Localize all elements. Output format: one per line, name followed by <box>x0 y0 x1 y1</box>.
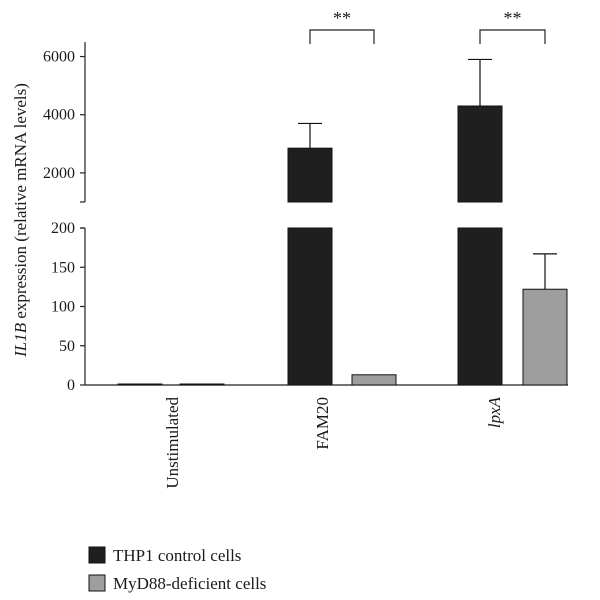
y-axis-label: IL1B expression (relative mRNA levels) <box>11 83 30 358</box>
category-label: lpxA <box>485 396 504 428</box>
y-tick-label: 50 <box>59 338 75 355</box>
y-tick-label: 100 <box>51 299 75 316</box>
significance-bracket <box>309 29 375 44</box>
y-axis-label-gene: IL1B <box>11 322 30 358</box>
axes: 0 50 100 150 200 2000 4000 6000 <box>43 42 568 394</box>
bar <box>287 227 333 386</box>
legend-label: THP1 control cells <box>113 546 241 565</box>
category-label: Unstimulated <box>163 397 182 489</box>
significance-annotations: ** ** <box>309 8 546 44</box>
bar <box>522 288 568 386</box>
bar <box>179 383 225 386</box>
legend-label: MyD88-deficient cells <box>113 574 266 593</box>
y-tick-label: 200 <box>51 220 75 237</box>
bar <box>457 105 503 203</box>
significance-label: ** <box>504 8 522 28</box>
error-bars <box>298 58 557 290</box>
y-tick-label: 2000 <box>43 165 75 182</box>
y-tick-label: 150 <box>51 259 75 276</box>
legend-swatch <box>88 546 106 564</box>
y-tick-label: 0 <box>67 377 75 394</box>
y-tick-label: 4000 <box>43 107 75 124</box>
legend-swatch <box>88 574 106 592</box>
legend: THP1 control cells MyD88-deficient cells <box>88 546 266 593</box>
bar <box>457 227 503 386</box>
bar <box>287 147 333 203</box>
bar <box>117 383 163 386</box>
significance-label: ** <box>333 8 351 28</box>
y-tick-label: 6000 <box>43 49 75 66</box>
axis-labels: Unstimulated FAM20 lpxA IL1B expression (re… <box>11 83 504 489</box>
y-axis-label-rest: expression (relative mRNA levels) <box>11 83 30 323</box>
bars <box>117 105 568 386</box>
category-label: FAM20 <box>313 397 332 450</box>
bar <box>351 374 397 386</box>
significance-bracket <box>479 29 546 44</box>
